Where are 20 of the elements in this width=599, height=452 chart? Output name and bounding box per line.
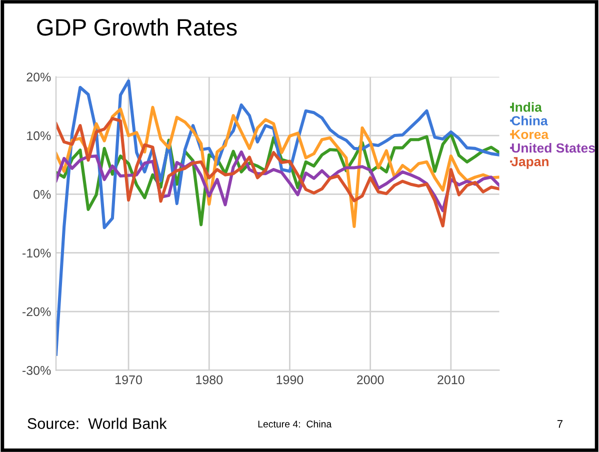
y-tick-label: 20% <box>26 72 51 82</box>
y-tick-label: 0% <box>34 190 51 199</box>
chart-title: GDP Growth Rates <box>37 18 237 36</box>
y-tick-label: 10% <box>27 131 51 140</box>
legend-label: Japan <box>511 157 548 169</box>
x-tick-label: 2010 <box>438 375 464 384</box>
x-tick-label: 1970 <box>116 375 142 384</box>
y-tick-label: -20% <box>22 307 51 316</box>
x-tick-label: 2000 <box>357 375 384 384</box>
legend-label: India <box>512 102 542 112</box>
y-tick-label: -10% <box>22 248 51 258</box>
source-note: Source: World Bank <box>28 418 167 429</box>
x-tick-label: 1990 <box>276 375 304 384</box>
legend-label: China <box>512 116 548 126</box>
legend-label: United States <box>512 142 595 153</box>
legend-label: Korea <box>512 130 549 140</box>
y-tick-label: -30% <box>22 366 51 375</box>
x-tick-label: 1980 <box>196 375 223 384</box>
text: 7 <box>557 420 563 428</box>
text: Lecture 4: China <box>258 420 332 428</box>
